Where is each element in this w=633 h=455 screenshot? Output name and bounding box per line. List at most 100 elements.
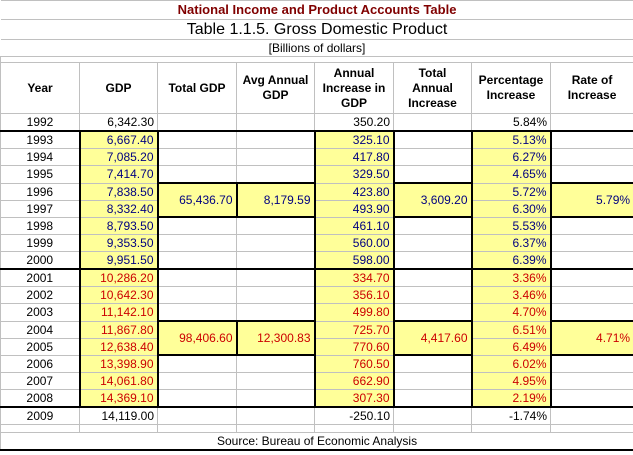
annual-increase-cell[interactable]: 770.60 xyxy=(313,337,395,356)
empty-cell[interactable] xyxy=(157,286,237,304)
gdp-cell[interactable]: 9,353.50 xyxy=(78,234,159,252)
total-increase-cell[interactable]: 4,417.60 xyxy=(392,320,473,356)
empty-cell[interactable] xyxy=(236,303,315,322)
empty-cell[interactable] xyxy=(549,165,633,184)
annual-increase-cell[interactable]: 356.10 xyxy=(313,286,395,304)
empty-cell[interactable] xyxy=(549,354,633,373)
year-cell[interactable]: 2007 xyxy=(0,372,80,390)
empty-cell[interactable] xyxy=(393,251,472,270)
annual-increase-cell[interactable]: 493.90 xyxy=(313,199,395,218)
gdp-cell[interactable]: 14,119.00 xyxy=(79,406,158,425)
empty-cell[interactable] xyxy=(393,234,472,252)
annual-increase-cell[interactable]: 334.70 xyxy=(313,268,395,287)
annual-increase-cell[interactable]: 560.00 xyxy=(313,234,395,252)
empty-cell[interactable] xyxy=(393,372,472,390)
empty-cell[interactable] xyxy=(236,216,315,235)
annual-increase-cell[interactable]: 598.00 xyxy=(313,251,395,270)
empty-cell[interactable] xyxy=(549,303,633,322)
annual-increase-cell[interactable]: 423.80 xyxy=(313,182,395,201)
avg-gdp-cell[interactable]: 12,300.83 xyxy=(235,320,316,356)
empty-cell[interactable] xyxy=(393,286,472,304)
gdp-cell[interactable]: 7,414.70 xyxy=(78,165,159,184)
percentage-increase-cell[interactable]: 6.27% xyxy=(470,148,552,166)
percentage-increase-cell[interactable]: 4.65% xyxy=(470,165,552,184)
empty-cell[interactable] xyxy=(393,389,472,408)
gdp-cell[interactable]: 12,638.40 xyxy=(78,337,159,356)
percentage-increase-cell[interactable]: 5.84% xyxy=(471,113,551,132)
empty-cell[interactable] xyxy=(549,424,633,433)
annual-increase-cell[interactable]: 461.10 xyxy=(313,216,395,235)
year-cell[interactable]: 1992 xyxy=(0,113,80,132)
empty-cell[interactable] xyxy=(393,354,472,373)
empty-cell[interactable] xyxy=(157,216,237,235)
percentage-increase-cell[interactable]: 2.19% xyxy=(470,389,552,408)
empty-cell[interactable] xyxy=(157,389,237,408)
empty-cell[interactable] xyxy=(157,251,237,270)
annual-increase-cell[interactable]: 307.30 xyxy=(313,389,395,408)
year-cell[interactable]: 2008 xyxy=(0,389,80,408)
year-cell[interactable]: 2005 xyxy=(0,337,80,356)
gdp-cell[interactable]: 11,142.10 xyxy=(78,303,159,322)
percentage-increase-cell[interactable]: 6.02% xyxy=(470,354,552,373)
empty-cell[interactable] xyxy=(157,303,237,322)
empty-cell[interactable] xyxy=(393,406,472,425)
empty-cell[interactable] xyxy=(314,424,394,433)
annual-increase-cell[interactable]: -250.10 xyxy=(314,406,394,425)
gdp-cell[interactable]: 14,369.10 xyxy=(78,389,159,408)
annual-increase-cell[interactable]: 325.10 xyxy=(313,130,395,149)
empty-cell[interactable] xyxy=(549,148,633,166)
empty-cell[interactable] xyxy=(549,234,633,252)
empty-cell[interactable] xyxy=(236,406,315,425)
year-cell[interactable]: 2000 xyxy=(0,251,80,270)
percentage-increase-cell[interactable]: 6.51% xyxy=(470,320,552,339)
gdp-cell[interactable]: 6,342.30 xyxy=(79,113,158,132)
empty-cell[interactable] xyxy=(549,389,633,408)
empty-cell[interactable] xyxy=(393,113,472,132)
percentage-increase-cell[interactable]: 6.37% xyxy=(470,234,552,252)
empty-cell[interactable] xyxy=(157,113,237,132)
empty-cell[interactable] xyxy=(236,372,315,390)
year-cell[interactable]: 2003 xyxy=(0,303,80,322)
year-cell[interactable]: 1999 xyxy=(0,234,80,252)
percentage-increase-cell[interactable]: 5.13% xyxy=(470,130,552,149)
empty-cell[interactable] xyxy=(549,372,633,390)
empty-cell[interactable] xyxy=(393,216,472,235)
gdp-cell[interactable]: 8,793.50 xyxy=(78,216,159,235)
total-increase-cell[interactable]: 3,609.20 xyxy=(392,182,473,218)
annual-increase-cell[interactable]: 662.90 xyxy=(313,372,395,390)
empty-cell[interactable] xyxy=(549,406,633,425)
year-cell[interactable]: 1994 xyxy=(0,148,80,166)
annual-increase-cell[interactable]: 329.50 xyxy=(313,165,395,184)
empty-cell[interactable] xyxy=(549,130,633,149)
percentage-increase-cell[interactable]: 6.49% xyxy=(470,337,552,356)
empty-cell[interactable] xyxy=(236,130,315,149)
total-gdp-cell[interactable]: 65,436.70 xyxy=(156,182,238,218)
empty-cell[interactable] xyxy=(393,148,472,166)
annual-increase-cell[interactable]: 499.80 xyxy=(313,303,395,322)
percentage-increase-cell[interactable]: 3.36% xyxy=(470,268,552,287)
empty-cell[interactable] xyxy=(393,130,472,149)
empty-cell[interactable] xyxy=(393,424,472,433)
empty-cell[interactable] xyxy=(157,424,237,433)
gdp-cell[interactable]: 9,951.50 xyxy=(78,251,159,270)
year-cell[interactable]: 1996 xyxy=(0,182,80,201)
empty-cell[interactable] xyxy=(549,251,633,270)
empty-cell[interactable] xyxy=(0,424,80,433)
empty-cell[interactable] xyxy=(236,424,315,433)
empty-cell[interactable] xyxy=(236,234,315,252)
percentage-increase-cell[interactable]: 6.30% xyxy=(470,199,552,218)
rate-of-increase-cell[interactable]: 5.79% xyxy=(549,182,633,218)
empty-cell[interactable] xyxy=(393,268,472,287)
annual-increase-cell[interactable]: 350.20 xyxy=(314,113,394,132)
empty-cell[interactable] xyxy=(236,251,315,270)
total-gdp-cell[interactable]: 98,406.60 xyxy=(156,320,238,356)
gdp-cell[interactable]: 7,085.20 xyxy=(78,148,159,166)
gdp-cell[interactable]: 8,332.40 xyxy=(78,199,159,218)
empty-cell[interactable] xyxy=(157,372,237,390)
avg-gdp-cell[interactable]: 8,179.59 xyxy=(235,182,316,218)
empty-cell[interactable] xyxy=(79,424,158,433)
percentage-increase-cell[interactable]: 6.39% xyxy=(470,251,552,270)
gdp-cell[interactable]: 7,838.50 xyxy=(78,182,159,201)
empty-cell[interactable] xyxy=(157,268,237,287)
year-cell[interactable]: 1993 xyxy=(0,130,80,149)
